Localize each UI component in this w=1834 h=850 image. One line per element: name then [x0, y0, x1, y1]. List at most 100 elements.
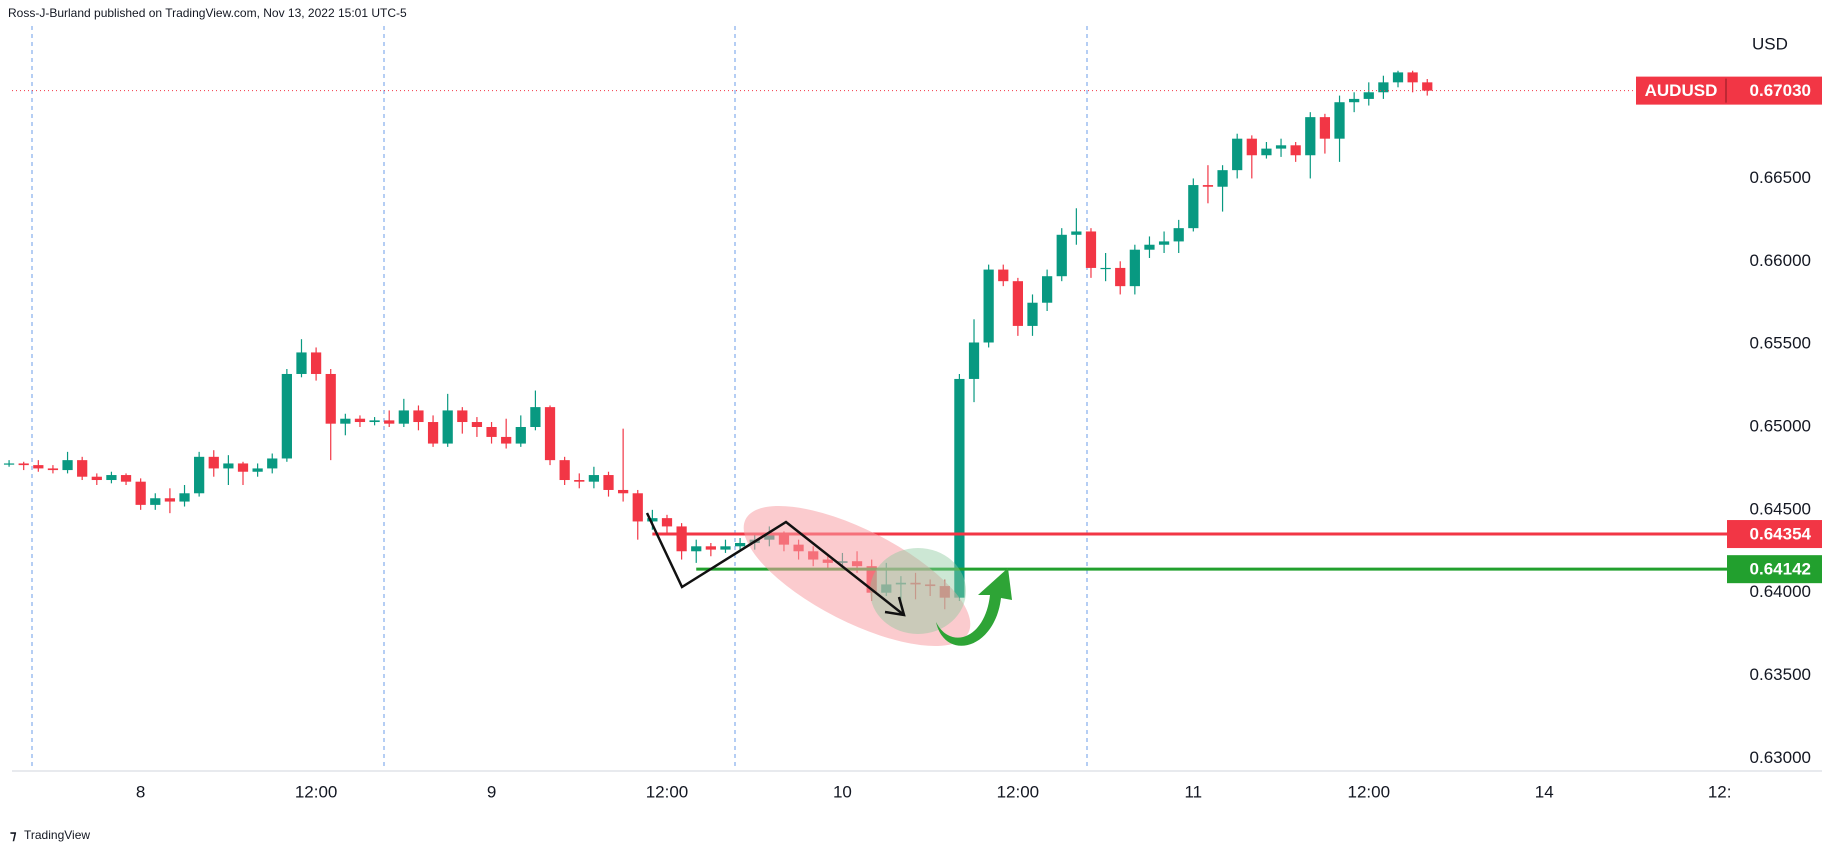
candle-body: [1334, 102, 1345, 139]
candle-body: [18, 463, 29, 466]
candle-body: [237, 463, 249, 472]
candle-body: [413, 410, 424, 423]
candle-body: [1290, 145, 1301, 156]
candle-body: [1027, 302, 1038, 326]
candle-body: [705, 546, 716, 550]
candle-body: [574, 480, 585, 482]
candle-body: [1042, 276, 1053, 303]
candle-body: [1305, 117, 1316, 156]
candle-body: [179, 493, 190, 502]
candle-body: [1363, 92, 1374, 99]
candle-body: [106, 475, 117, 481]
candle-body: [442, 410, 453, 444]
level-tag-label: 0.64142: [1750, 560, 1811, 579]
candle-body: [47, 468, 59, 471]
candle-body: [77, 460, 88, 477]
candle-body: [1246, 138, 1257, 156]
candle-body: [1100, 267, 1111, 270]
candle-body: [369, 420, 380, 423]
x-tick-label: 8: [136, 782, 145, 801]
candle-body: [647, 518, 658, 522]
candle-body: [164, 498, 176, 502]
candle-body: [267, 458, 278, 469]
candle-body: [1202, 185, 1214, 187]
candle-body: [135, 481, 146, 505]
currency-label: USD: [1752, 34, 1788, 53]
candle-body: [398, 410, 409, 424]
candle-body: [1012, 281, 1023, 326]
candle-body: [515, 426, 526, 444]
x-tick-label: 12:00: [997, 782, 1040, 801]
candle-body: [1232, 138, 1243, 171]
candle-body: [618, 489, 629, 494]
candle-body: [310, 352, 322, 374]
level-tag-label: 0.64354: [1750, 525, 1812, 544]
candle-body: [1378, 82, 1389, 93]
candle-body: [1422, 82, 1433, 91]
candle-body: [1188, 185, 1199, 229]
candle-body: [588, 475, 600, 482]
candle-body: [223, 463, 234, 469]
candle-body: [1056, 234, 1067, 277]
y-tick-label: 0.64000: [1750, 582, 1811, 601]
footer-logo: ⁊ TradingView: [10, 827, 90, 842]
candle-body: [150, 498, 161, 505]
x-tick-label: 12:00: [646, 782, 689, 801]
arrow-head: [884, 596, 906, 617]
candle-body: [1217, 170, 1228, 187]
highlight-ellipse: [743, 505, 971, 647]
candle-body: [427, 422, 439, 444]
candle-body: [720, 546, 731, 550]
annotations: [645, 505, 1012, 647]
x-tick-label: 12:: [1708, 782, 1732, 801]
candle-body: [632, 493, 643, 522]
candle-body: [1349, 98, 1360, 103]
y-tick-label: 0.66500: [1750, 168, 1811, 187]
highlight-circle: [870, 548, 966, 634]
candle-body: [33, 465, 44, 469]
logo-mark: ⁊: [10, 827, 17, 842]
candle-body: [734, 542, 746, 547]
x-tick-label: 14: [1535, 782, 1554, 801]
candle-body: [968, 342, 980, 379]
x-tick-label: 12:00: [1347, 782, 1390, 801]
price-tags: 0.64354 0.64142 AUDUSD 0.67030: [1636, 76, 1822, 584]
candle-body: [208, 456, 219, 469]
y-tick-label: 0.66000: [1750, 251, 1811, 270]
candle-body: [91, 476, 102, 481]
x-tick-label: 11: [1184, 782, 1202, 801]
candle-body: [661, 518, 673, 527]
candle-body: [1071, 231, 1082, 235]
candle-body: [691, 546, 702, 552]
candle-body: [603, 475, 614, 490]
candle-body: [559, 460, 570, 481]
y-tick-label: 0.63500: [1750, 665, 1811, 684]
candle-body: [325, 373, 336, 424]
y-tick-label: 0.65000: [1750, 416, 1811, 435]
candle-body: [1319, 117, 1331, 139]
candle-body: [194, 456, 205, 494]
candle-body: [676, 526, 687, 552]
y-tick-label: 0.65500: [1750, 334, 1811, 353]
last-price-tag: [1636, 76, 1822, 105]
candle-body: [354, 418, 366, 423]
x-tick-label: 10: [833, 782, 852, 801]
pattern-zigzag: [645, 512, 905, 616]
candle-body: [1115, 267, 1126, 287]
candle-body: [486, 426, 497, 437]
candle-body: [457, 410, 468, 423]
candle-body: [1173, 228, 1184, 242]
candle-body: [296, 352, 307, 374]
candle-body: [252, 468, 263, 472]
candle-body: [384, 420, 395, 424]
candle-body: [3, 463, 15, 465]
candle-body: [983, 269, 994, 343]
candle-body: [1261, 148, 1272, 156]
candle-body: [1158, 241, 1170, 245]
candle-body: [544, 407, 556, 461]
candle-body: [998, 269, 1009, 282]
session-breaks: [31, 26, 1088, 770]
candle-body: [340, 418, 351, 424]
candle-body: [1275, 145, 1287, 149]
